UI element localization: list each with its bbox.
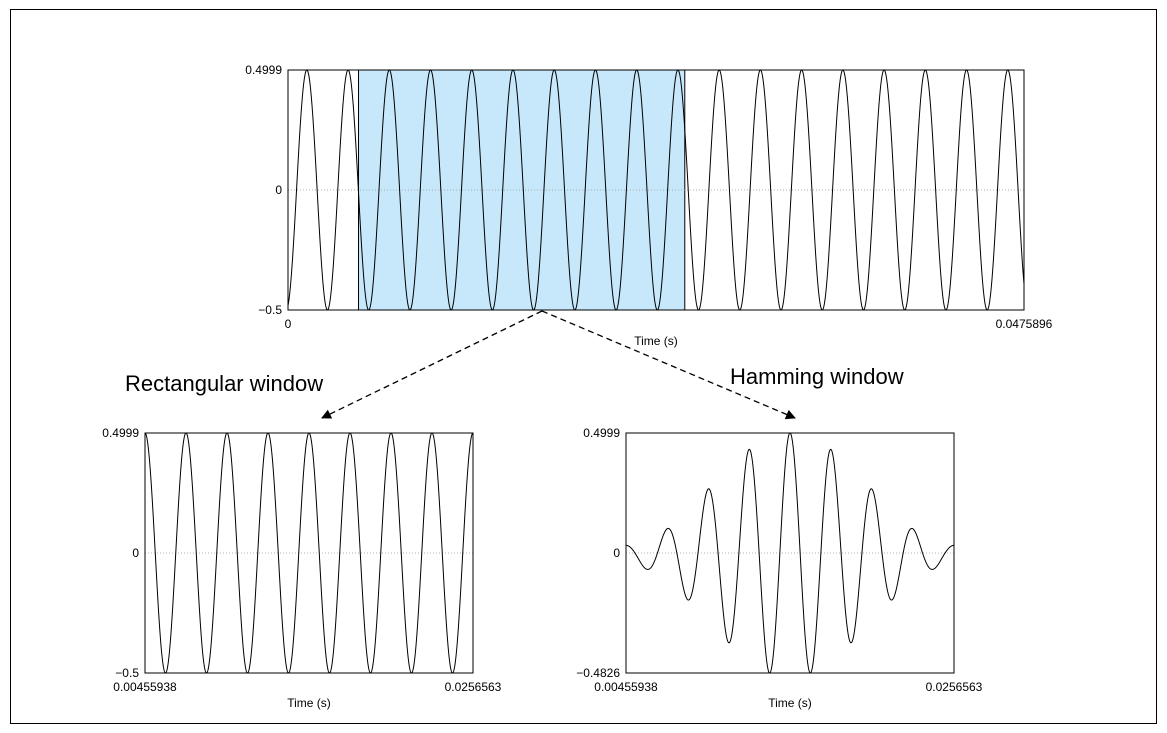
- y-tick-zero: 0: [132, 546, 139, 560]
- plot-border: [144, 432, 474, 674]
- y-tick-bottom: −0.5: [258, 303, 282, 317]
- waveform-line: [144, 432, 474, 674]
- x-axis-label: Time (s): [634, 334, 678, 348]
- arrow-to-rectangular: [321, 310, 543, 419]
- y-tick-bottom: −0.5: [115, 666, 139, 680]
- x-axis-label: Time (s): [768, 696, 812, 710]
- original-plot: 0.4999 0 −0.5 0 0.0475896 Time (s): [245, 63, 1052, 348]
- x-tick-left: 0: [285, 317, 292, 331]
- y-tick-zero: 0: [613, 546, 620, 560]
- rectangular-window-label: Rectangular window: [125, 371, 323, 396]
- x-tick-right: 0.0475896: [996, 317, 1053, 331]
- x-tick-left: 0.00455938: [594, 680, 658, 694]
- x-axis-label: Time (s): [287, 696, 331, 710]
- waveform-line: [287, 69, 1025, 311]
- waveform-line: [625, 432, 955, 674]
- plot-border: [625, 432, 955, 674]
- x-tick-left: 0.00455938: [113, 680, 177, 694]
- arrow-to-hamming: [541, 310, 796, 420]
- y-tick-bottom: −0.4826: [576, 666, 620, 680]
- selection-region: [358, 69, 686, 311]
- y-tick-zero: 0: [275, 183, 282, 197]
- y-tick-top: 0.4999: [583, 426, 620, 440]
- figure-frame: [10, 9, 1157, 724]
- hamming-plot: 0.4999 0 −0.4826 0.00455938 0.0256563 Ti…: [576, 426, 982, 710]
- x-tick-right: 0.0256563: [926, 680, 983, 694]
- x-tick-right: 0.0256563: [445, 680, 502, 694]
- plot-border: [287, 69, 1025, 311]
- y-tick-top: 0.4999: [102, 426, 139, 440]
- rectangular-plot: 0.4999 0 −0.5 0.00455938 0.0256563 Time …: [102, 426, 501, 710]
- hamming-window-label: Hamming window: [730, 364, 904, 389]
- y-tick-top: 0.4999: [245, 63, 282, 77]
